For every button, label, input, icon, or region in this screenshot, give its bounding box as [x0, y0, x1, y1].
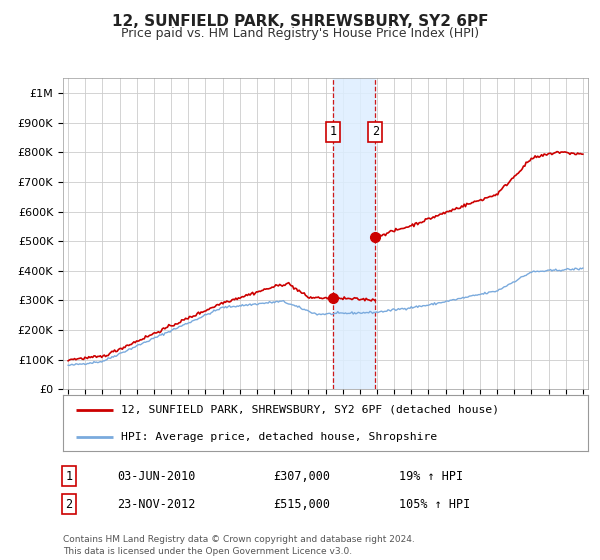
- Text: 1: 1: [329, 125, 336, 138]
- Text: 105% ↑ HPI: 105% ↑ HPI: [399, 497, 470, 511]
- Text: £515,000: £515,000: [273, 497, 330, 511]
- Text: 2: 2: [65, 497, 73, 511]
- Text: 12, SUNFIELD PARK, SHREWSBURY, SY2 6PF (detached house): 12, SUNFIELD PARK, SHREWSBURY, SY2 6PF (…: [121, 405, 499, 415]
- Text: Price paid vs. HM Land Registry's House Price Index (HPI): Price paid vs. HM Land Registry's House …: [121, 27, 479, 40]
- Text: 23-NOV-2012: 23-NOV-2012: [117, 497, 196, 511]
- Text: Contains HM Land Registry data © Crown copyright and database right 2024.
This d: Contains HM Land Registry data © Crown c…: [63, 535, 415, 556]
- Bar: [333, 78, 375, 389]
- Text: 12, SUNFIELD PARK, SHREWSBURY, SY2 6PF: 12, SUNFIELD PARK, SHREWSBURY, SY2 6PF: [112, 14, 488, 29]
- Text: 19% ↑ HPI: 19% ↑ HPI: [399, 469, 463, 483]
- Text: £307,000: £307,000: [273, 469, 330, 483]
- Text: HPI: Average price, detached house, Shropshire: HPI: Average price, detached house, Shro…: [121, 432, 437, 442]
- Text: 03-JUN-2010: 03-JUN-2010: [117, 469, 196, 483]
- Text: 1: 1: [65, 469, 73, 483]
- Text: 2: 2: [371, 125, 379, 138]
